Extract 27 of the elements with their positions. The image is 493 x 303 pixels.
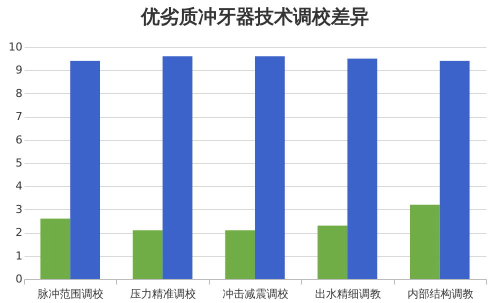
y-tick-label: 2 [16,226,22,240]
y-tick-label: 10 [8,40,22,54]
y-tick-label: 9 [16,64,22,77]
chart-title: 优劣质冲牙器技术调校差异 [140,6,369,28]
bar [440,60,470,279]
y-tick-label: 4 [16,180,22,193]
bar [40,218,70,279]
bar [162,56,192,279]
y-tick-label: 3 [16,202,22,216]
y-tick-label: 1 [16,249,22,262]
bar [225,230,255,279]
y-tick-label: 8 [16,86,22,100]
x-tick-label: 脉冲范围调校 [38,288,104,300]
x-tick-label: 冲击减震调校 [222,288,288,300]
y-tick-label: 6 [16,133,22,146]
x-tick-label: 出水精细调教 [314,288,381,300]
bar [255,56,285,279]
x-tick-label: 压力精准调校 [130,288,196,300]
bar [70,60,100,279]
bar [347,58,378,279]
y-tick-label: 0 [16,272,22,286]
bar [318,226,348,279]
x-tick-label: 内部结构调教 [407,288,474,300]
bar [410,204,440,279]
y-tick-label: 5 [16,156,22,170]
bar [132,230,163,279]
y-tick-label: 7 [16,110,22,124]
